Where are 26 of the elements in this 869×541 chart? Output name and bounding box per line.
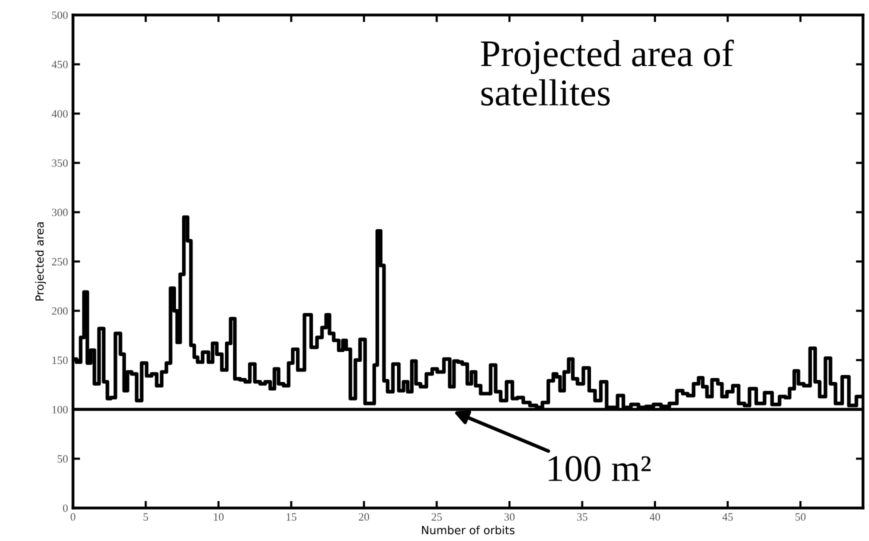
y-tick-label: 300 xyxy=(52,208,68,216)
x-tick-label: 0 xyxy=(70,513,76,521)
text: Projected area of satellites xyxy=(480,40,734,106)
x-tick-label: 15 xyxy=(286,513,296,521)
x-tick-label: 5 xyxy=(144,513,148,521)
x-tick-label: 10 xyxy=(214,513,224,521)
y-tick-label: 200 xyxy=(52,307,68,315)
y-tick-label: 500 xyxy=(52,11,68,19)
x-tick-label: 45 xyxy=(722,513,733,521)
y-tick-label: 0 xyxy=(63,504,68,512)
x-axis-title: Number of orbits xyxy=(422,526,514,534)
x-tick-label: 50 xyxy=(796,513,806,521)
x-tick-label: 25 xyxy=(432,513,442,521)
y-tick-label: 50 xyxy=(58,455,68,463)
y-tick-label: 450 xyxy=(52,60,68,68)
x-tick-label: 20 xyxy=(358,513,370,521)
y-tick-label: 100 xyxy=(52,406,68,414)
y-tick-label: 150 xyxy=(52,356,68,364)
y-tick-label: 400 xyxy=(52,110,68,118)
y-tick-label: 250 xyxy=(52,258,68,266)
y-tick-label: 350 xyxy=(52,159,68,167)
y-axis-title: Projected area xyxy=(35,222,46,301)
x-tick-label: 30 xyxy=(504,513,515,521)
x-tick-label: 40 xyxy=(650,513,660,521)
x-tick-label: 35 xyxy=(577,513,588,521)
ref-line-label: 100 m² xyxy=(548,456,651,482)
